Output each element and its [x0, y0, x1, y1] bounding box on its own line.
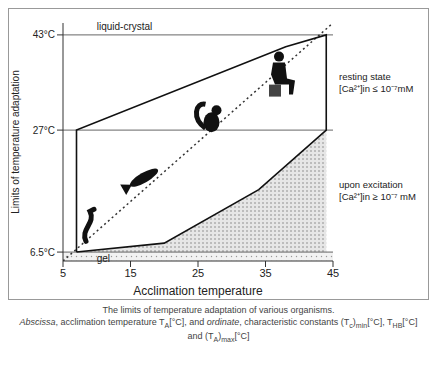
svg-text:45: 45 — [327, 267, 339, 279]
html-text:gel: gel — [96, 253, 111, 265]
html-text:The limits of temperature adap: The limits of temperature adaptation of … — [102, 305, 335, 315]
html-text:resting state: resting state — [339, 70, 391, 82]
html-text:[Ca²⁺]in ≤ 10⁻⁷mM: [Ca²⁺]in ≤ 10⁻⁷mM — [339, 82, 414, 94]
svg-text:43°C: 43°C — [33, 29, 55, 40]
html-text:upon excitation: upon excitation — [339, 179, 403, 191]
svg-text:Limits of temperature adaptati: Limits of temperature adaptation — [10, 70, 21, 213]
svg-text:Acclimation temperature: Acclimation temperature — [133, 284, 263, 298]
html-text:[Ca²⁺]in ≥ 10⁻⁷ mM: [Ca²⁺]in ≥ 10⁻⁷ mM — [339, 191, 416, 203]
html-text:Abscissa, acclimation temperat: Abscissa, acclimation temperature TA[°C]… — [19, 317, 418, 344]
svg-text:6.5°C: 6.5°C — [30, 247, 55, 258]
html-text:liquid-crystal: liquid-crystal — [96, 20, 153, 32]
svg-text:35: 35 — [259, 267, 271, 279]
svg-text:27°C: 27°C — [33, 125, 55, 136]
svg-text:15: 15 — [124, 267, 136, 279]
svg-text:25: 25 — [192, 267, 204, 279]
svg-text:5: 5 — [60, 267, 66, 279]
